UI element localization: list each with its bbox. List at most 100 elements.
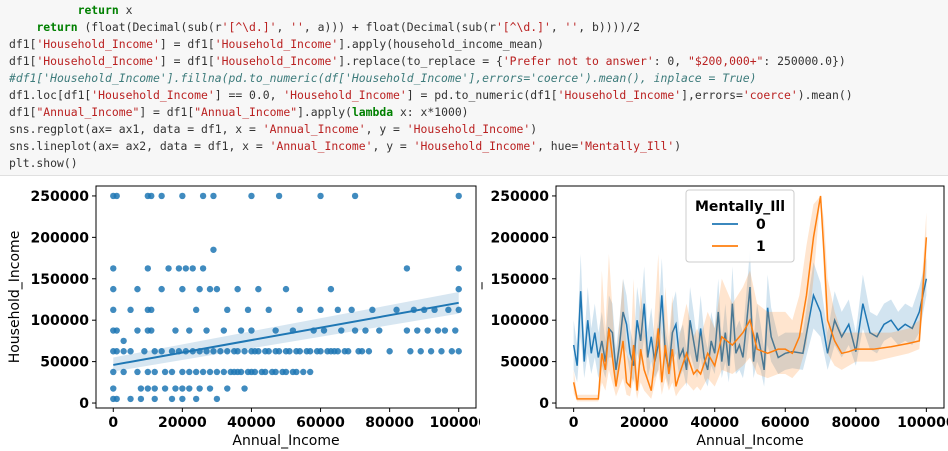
code-token: lambda: [351, 105, 394, 119]
scatter-point: [265, 348, 272, 355]
scatter-point: [452, 327, 459, 334]
x-tick-label: 80000: [365, 415, 414, 431]
scatter-point: [296, 306, 304, 314]
scatter-point: [158, 285, 165, 293]
code-line: return x: [9, 2, 133, 19]
code-token: '': [290, 20, 304, 34]
code-line: return (float(Decimal(sub(r'[^\d.]', '',…: [9, 19, 640, 36]
series-line: [572, 195, 928, 400]
scatter-point: [306, 348, 314, 355]
scatter-point: [196, 285, 203, 293]
code-line: sns.lineplot(ax= ax2, data = df1, x = 'A…: [9, 138, 681, 155]
code-token: 'Household_Income': [36, 37, 160, 51]
scatter-point: [179, 285, 186, 293]
scatter-point: [393, 306, 400, 314]
scatter-point: [317, 306, 324, 314]
scatter-point: [199, 192, 207, 200]
code-token: 'Prefer not to answer': [502, 54, 654, 68]
scatter-point: [448, 348, 456, 355]
scatter-point: [151, 348, 158, 355]
scatter-point: [213, 395, 221, 403]
code-token: #df1['Household_Income'].fillna(pd.to_nu…: [9, 71, 757, 85]
scatter-point: [144, 265, 152, 272]
y-tick-label: 150000: [31, 272, 90, 288]
code-token: 'Household_Income': [214, 54, 339, 68]
scatter-point: [241, 348, 248, 355]
scatter-point: [161, 385, 169, 392]
scatter-point: [348, 306, 355, 314]
y-tick-label: 250000: [31, 189, 90, 205]
scatter-point: [161, 368, 169, 376]
scatter-point: [186, 368, 193, 376]
code-token: , y =: [365, 122, 407, 136]
scatter-point: [286, 348, 293, 355]
x-tick-label: 80000: [831, 415, 880, 431]
scatter-point: [265, 306, 272, 314]
scatter-point: [244, 306, 252, 314]
code-token: "Annual_Income": [194, 105, 298, 119]
code-token: 'Household_Income': [283, 88, 407, 102]
scatter-point: [272, 368, 279, 376]
scatter-point: [224, 385, 231, 392]
scatter-point: [192, 395, 200, 403]
scatter-point: [441, 327, 449, 334]
scatter-point: [237, 327, 245, 334]
code-token: ] = df1[: [139, 105, 195, 119]
scatter-point: [110, 306, 117, 314]
confidence-band: [573, 195, 927, 402]
scatter-point: [455, 285, 462, 293]
code-token: df1.loc[df1[: [9, 88, 92, 102]
code-token: '[^\d.]': [221, 20, 277, 34]
scatter-point: [199, 368, 207, 376]
scatter-point: [275, 192, 283, 200]
code-line: sns.regplot(ax= ax1, data = df1, x = 'An…: [9, 121, 537, 138]
scatter-point: [213, 285, 221, 293]
code-token: plt.show(): [9, 156, 78, 170]
scatter-point: [438, 348, 445, 355]
scatter-point: [206, 285, 214, 293]
code-token: , hue=: [537, 139, 579, 153]
scatter-point: [120, 348, 127, 355]
scatter-point: [358, 348, 366, 355]
scatter-point: [179, 192, 186, 200]
scatter-point: [317, 192, 324, 200]
code-token: ].replace(to_replace = {: [338, 54, 503, 68]
code-line: df1['Household_Income'] = df1['Household…: [9, 36, 544, 53]
code-token: ,: [276, 20, 291, 34]
scatter-point: [334, 348, 342, 355]
y-tick-label: 150000: [491, 272, 550, 288]
scatter-point: [320, 327, 328, 334]
scatter-point: [186, 385, 193, 392]
scatter-point: [110, 385, 117, 392]
code-token: ] = pd.to_numeric(df1[: [406, 88, 558, 102]
scatter-point: [127, 395, 134, 403]
scatter-point: [110, 265, 117, 272]
scatter-point: [168, 395, 176, 403]
x-tick-label: 20000: [620, 415, 669, 431]
scatter-point: [255, 285, 262, 293]
scatter-point: [220, 327, 228, 334]
code-cell[interactable]: return x return (float(Decimal(sub(r'[^\d…: [0, 0, 948, 176]
scatter-point: [306, 368, 314, 376]
x-axis-label: Annual_Income: [232, 433, 339, 449]
scatter-point: [351, 327, 359, 334]
code-token: x: [118, 3, 133, 17]
scatter-point: [179, 395, 186, 403]
scatter-point: [110, 285, 117, 293]
legend-box: [685, 189, 795, 263]
scatter-point: [262, 368, 269, 376]
code-line: df1.loc[df1['Household_Income'] == 0.0, …: [9, 87, 853, 104]
scatter-point: [296, 348, 304, 355]
x-axis-label: Annual_Income: [696, 433, 803, 449]
code-token: '': [564, 20, 579, 34]
scatter-point: [300, 368, 307, 376]
x-tick-label: 100000: [897, 415, 948, 431]
y-tick-label: 50000: [40, 355, 89, 371]
code-token: 'Household_Income': [413, 139, 538, 153]
scatter-point: [224, 348, 231, 355]
scatter-point: [110, 368, 117, 376]
scatter-point: [134, 327, 141, 334]
regression-line: [113, 301, 459, 366]
lineplot-chart: 0 20000 40000 60000 80000 100000 0 50000 100000 1…: [480, 185, 948, 449]
axes-frame: [95, 185, 477, 409]
